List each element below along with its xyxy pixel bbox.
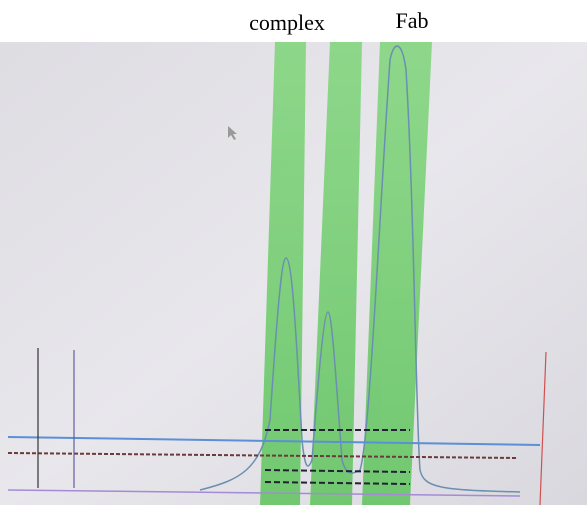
baseline <box>7 436 541 446</box>
chromatogram-trace <box>199 45 521 493</box>
peak-label: complex <box>249 10 325 35</box>
mouse-cursor <box>228 126 237 140</box>
gradient-trace <box>7 489 521 497</box>
marker-line <box>539 351 547 505</box>
uv-trace <box>199 45 521 493</box>
fraction-ticks <box>264 429 411 485</box>
fraction-band <box>362 42 432 505</box>
peak-label: Fab <box>396 8 429 33</box>
fraction-band <box>310 42 362 505</box>
fraction-bands <box>260 42 432 505</box>
conductivity-trace <box>7 452 519 459</box>
